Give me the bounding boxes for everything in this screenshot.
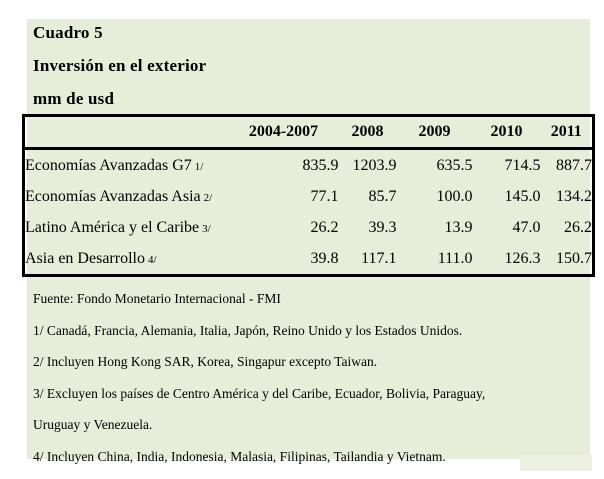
- header-year-2009: 2009: [396, 115, 473, 150]
- row-label-text: Economías Avanzadas G7: [25, 156, 192, 174]
- table-unit-label: mm de usd: [33, 89, 115, 108]
- table-subtitle: Inversión en el exterior: [33, 56, 207, 75]
- footnote-1: 1/ Canadá, Francia, Alemania, Italia, Ja…: [33, 322, 463, 338]
- investment-table: 2004-2007 2008 2009 2010 2011 Economías …: [22, 114, 595, 277]
- table-header-row: 2004-2007 2008 2009 2010 2011: [23, 115, 594, 150]
- row-label-text: Economías Avanzadas Asia: [25, 187, 201, 205]
- footnote-3-continued: Uruguay y Venezuela.: [33, 417, 153, 432]
- row-label-latam: Latino América y el Caribe 3/: [24, 212, 229, 243]
- cell-value: 1203.9: [352, 156, 397, 174]
- footnote-4: 4/ Incluyen China, India, Indonesia, Mal…: [33, 448, 446, 464]
- cell-value: 26.2: [310, 218, 339, 236]
- header-year-2011: 2011: [540, 115, 594, 150]
- table-row: Latino América y el Caribe 3/ 26.2 39.3 1…: [24, 212, 594, 243]
- cell-value: 13.9: [444, 218, 473, 236]
- cell-value: 111.0: [437, 249, 473, 267]
- cell-value: 635.5: [436, 156, 473, 174]
- cell-value: 77.1: [310, 187, 339, 205]
- cell-value: 134.2: [556, 187, 592, 205]
- row-label-asia-desarrollo: Asia en Desarrollo 4/: [24, 243, 229, 276]
- row-label-text: Asia en Desarrollo: [25, 249, 145, 267]
- cell-value: 126.3: [504, 249, 541, 267]
- cell-value: 39.8: [310, 249, 339, 267]
- footnote-3: 3/ Excluyen los países de Centro América…: [33, 385, 486, 401]
- footnote-marker: 3/: [202, 222, 211, 235]
- footnote-marker: 2/: [203, 191, 213, 204]
- cell-value: 145.0: [504, 187, 541, 205]
- table-number-title: Cuadro 5: [33, 23, 103, 42]
- row-label-g7: Economías Avanzadas G7 1/: [24, 149, 229, 182]
- cell-value: 150.7: [556, 249, 592, 267]
- footnote-marker: 4/: [147, 253, 157, 266]
- cell-value: 714.5: [504, 156, 541, 174]
- cell-value: 85.7: [368, 187, 397, 205]
- footnote-marker: 1/: [194, 160, 204, 173]
- cell-value: 26.2: [564, 218, 592, 236]
- header-empty-cell: [23, 115, 229, 150]
- table-row: Economías Avanzadas Asia 2/ 77.1 85.7 100…: [24, 181, 594, 212]
- footnote-2: 2/ Incluyen Hong Kong SAR, Korea, Singap…: [33, 354, 378, 369]
- cell-value: 835.9: [302, 156, 339, 174]
- row-label-text: Latino América y el Caribe: [25, 218, 200, 236]
- header-year-2010: 2010: [472, 115, 541, 150]
- cell-value: 47.0: [512, 218, 541, 236]
- row-label-asia-avanzadas: Economías Avanzadas Asia 2/: [24, 181, 229, 212]
- table-panel-background: [27, 19, 590, 459]
- cell-value: 117.1: [361, 249, 397, 267]
- title-block: Cuadro 5 Inversión en el exterior mm de …: [33, 16, 206, 115]
- cell-value: 100.0: [436, 187, 473, 205]
- header-year-2008: 2008: [338, 115, 397, 150]
- table-row: Asia en Desarrollo 4/ 39.8 117.1 111.0 12…: [24, 243, 594, 276]
- table-row: Economías Avanzadas G7 1/ 835.9 1203.9 63…: [24, 149, 594, 182]
- cell-value: 887.7: [556, 156, 592, 174]
- source-line: Fuente: Fondo Monetario Internacional - …: [33, 291, 281, 306]
- cell-value: 39.3: [368, 218, 397, 236]
- footnotes-block: Fuente: Fondo Monetario Internacional - …: [33, 283, 485, 472]
- header-year-2004-2007: 2004-2007: [228, 115, 339, 150]
- panel-corner-strip: [520, 455, 592, 471]
